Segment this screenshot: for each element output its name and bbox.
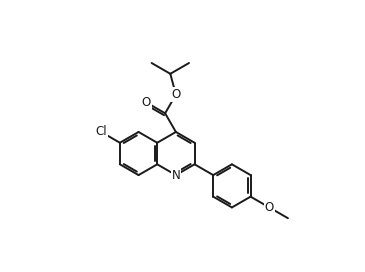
Text: O: O xyxy=(171,88,181,101)
Text: O: O xyxy=(142,96,151,109)
Text: Cl: Cl xyxy=(95,125,107,138)
Text: N: N xyxy=(172,169,180,182)
Text: O: O xyxy=(265,201,274,214)
